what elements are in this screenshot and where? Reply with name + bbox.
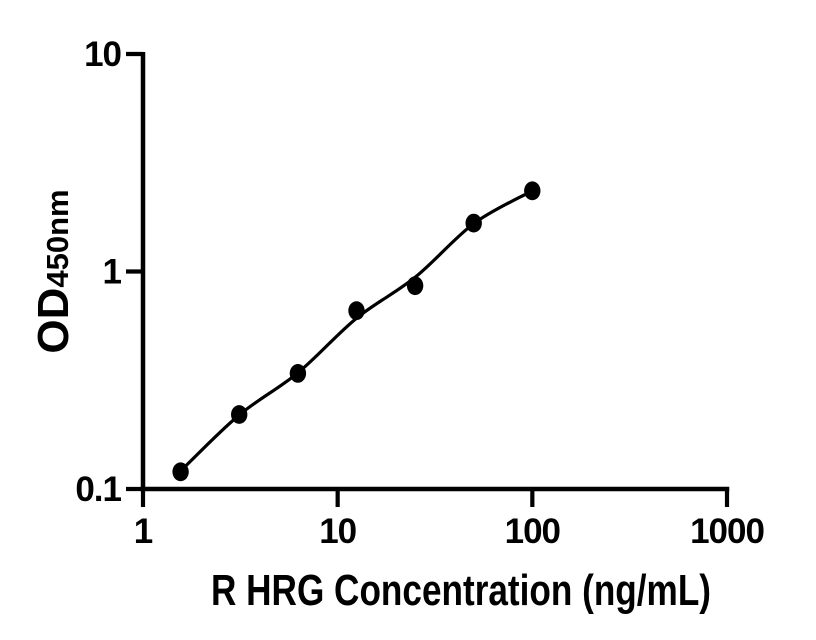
y-axis-title-main: OD bbox=[29, 288, 78, 354]
x-tick-label: 10 bbox=[319, 512, 356, 551]
data-point bbox=[465, 213, 482, 233]
data-point bbox=[172, 462, 189, 482]
data-point bbox=[524, 181, 541, 201]
data-point bbox=[348, 301, 365, 321]
data-point bbox=[289, 364, 307, 383]
y-tick-label: 10 bbox=[84, 35, 121, 74]
y-tick-label: 0.1 bbox=[75, 470, 121, 509]
data-point bbox=[406, 276, 424, 296]
y-tick-label: 1 bbox=[103, 253, 122, 292]
x-axis-title: R HRG Concentration (ng/mL) bbox=[211, 566, 711, 615]
data-point bbox=[231, 405, 248, 424]
y-axis-title: OD450nm bbox=[29, 189, 78, 353]
fit-curve bbox=[179, 189, 534, 473]
y-axis-title-subscript: 450nm bbox=[40, 189, 75, 287]
x-tick-label: 100 bbox=[505, 512, 561, 551]
x-tick-label: 1000 bbox=[690, 512, 764, 551]
x-tick-label: 1 bbox=[134, 512, 153, 551]
